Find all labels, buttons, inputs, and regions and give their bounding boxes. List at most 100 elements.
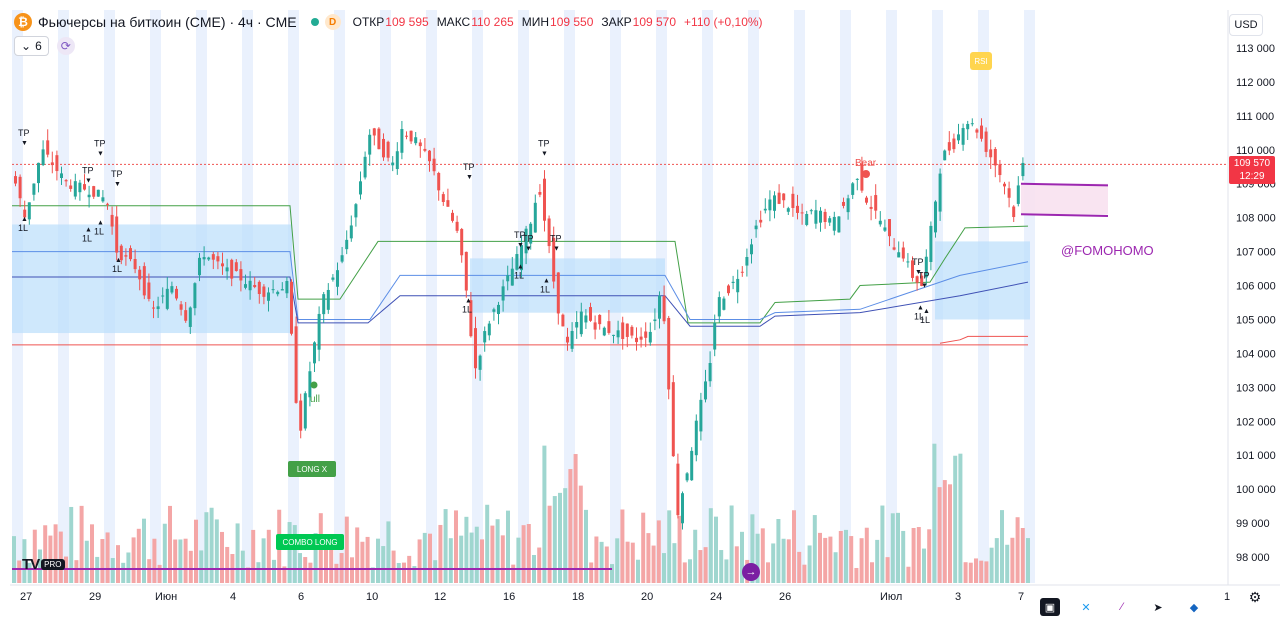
scroll-to-realtime-button[interactable]: → (742, 563, 760, 581)
pen-icon[interactable]: ⁄ (1121, 601, 1123, 613)
candle-body (119, 245, 123, 261)
volume-bar (433, 560, 438, 583)
time-axis-label: 6 (298, 591, 304, 603)
volume-bar (69, 506, 74, 583)
candle-body (828, 218, 832, 223)
volume-bar (594, 536, 599, 583)
volume-bar (256, 562, 261, 583)
volume-bar (984, 561, 989, 583)
price-axis-label: 112 000 (1236, 77, 1275, 89)
candle-body (865, 197, 868, 203)
tp-marker: TP (18, 128, 30, 138)
candle-body (1007, 188, 1011, 198)
session-shade (702, 10, 713, 583)
price-axis-label: 107 000 (1236, 247, 1276, 259)
volume-bar (896, 512, 900, 583)
x-icon[interactable]: ✕ (1081, 601, 1091, 614)
candle-body (285, 281, 289, 294)
time-axis-label: 24 (710, 591, 722, 603)
dividend-badge[interactable]: D (324, 14, 341, 30)
bear-signal-icon (862, 170, 870, 178)
candle-body (970, 123, 974, 125)
candle-body (809, 210, 813, 212)
volume-bar (12, 536, 16, 583)
candle-body (901, 247, 905, 259)
time-axis-label: Июн (155, 591, 177, 603)
candle-body (202, 257, 206, 260)
volume-bar (157, 564, 162, 583)
symbol-title[interactable]: Фьючерсы на биткоин (CME) · 4ч · CME (38, 14, 297, 30)
volume-bar (188, 550, 193, 583)
bar-countdown: 12:29 (1239, 171, 1265, 182)
tp-arrow-icon: ▼ (21, 140, 28, 147)
candle-body (170, 286, 174, 293)
candle-body (336, 270, 339, 287)
candle-body (727, 285, 730, 294)
candle-body (492, 309, 496, 312)
long-arrow-icon: ▲ (517, 264, 524, 271)
candle-body (18, 176, 22, 199)
sync-icon[interactable]: ⟳ (56, 37, 75, 55)
volume-bar (880, 505, 885, 583)
candle-body (579, 311, 583, 335)
shield-icon[interactable]: ◆ (1189, 601, 1199, 614)
candle-body (694, 420, 698, 456)
volume-bar (324, 535, 328, 583)
tradingview-icon[interactable]: ▣ (1040, 598, 1060, 616)
volume-bar (376, 538, 380, 583)
candle-body (129, 248, 132, 260)
session-shade (794, 10, 805, 583)
volume-bar (875, 539, 880, 583)
candle-body (874, 195, 878, 211)
volume-bar (485, 504, 490, 583)
candle-body (267, 292, 270, 301)
candle-body (934, 201, 937, 233)
volume-bar (958, 453, 963, 583)
volume-bar (417, 539, 422, 583)
tp-marker: TP (550, 233, 562, 243)
volume-bar (1010, 537, 1015, 583)
candle-body (326, 289, 330, 310)
candle-body (78, 182, 82, 193)
time-axis-label: 29 (89, 591, 101, 603)
candle-body (1003, 183, 1006, 187)
currency-button[interactable]: USD (1229, 14, 1263, 36)
price-axis-label: 100 000 (1236, 484, 1276, 496)
candle-body (814, 210, 818, 224)
candle-body (69, 185, 73, 189)
candle-body (524, 228, 528, 254)
volume-bar (422, 532, 427, 583)
volume-bar (870, 562, 874, 583)
candle-body (165, 288, 169, 309)
candle-body (690, 450, 694, 481)
volume-bar (194, 519, 198, 583)
candle-body (832, 216, 836, 231)
volume-bar (667, 510, 672, 583)
volume-bar (344, 516, 349, 583)
candle-body (589, 307, 592, 321)
indicators-toggle-button[interactable]: ⌄ 6 (14, 36, 49, 56)
candle-body (644, 331, 648, 338)
volume-bar (428, 533, 432, 583)
telegram-icon[interactable]: ➤ (1153, 601, 1163, 614)
lower-band-line (12, 276, 1029, 327)
tradingview-logo[interactable]: TV PRO (22, 556, 80, 573)
tp-marker: TP (111, 169, 123, 179)
candle-body (612, 334, 615, 336)
volume-bar (526, 524, 531, 583)
candle-body (924, 256, 928, 278)
gear-icon[interactable]: ⚙ (1248, 588, 1262, 605)
candle-body (363, 156, 367, 178)
candle-body (892, 247, 896, 250)
volume-bar (838, 530, 843, 583)
candle-body (184, 310, 188, 321)
candle-body (152, 307, 155, 309)
volume-bar (448, 538, 453, 583)
volume-bar (313, 533, 318, 583)
chart-header: ₿ Фьючерсы на биткоин (CME) · 4ч · CME D… (14, 8, 771, 36)
candle-body (262, 286, 266, 297)
volume-bar (714, 516, 718, 583)
volume-bar (948, 484, 952, 583)
ohlc-high: МАКС110 265 (436, 15, 514, 29)
